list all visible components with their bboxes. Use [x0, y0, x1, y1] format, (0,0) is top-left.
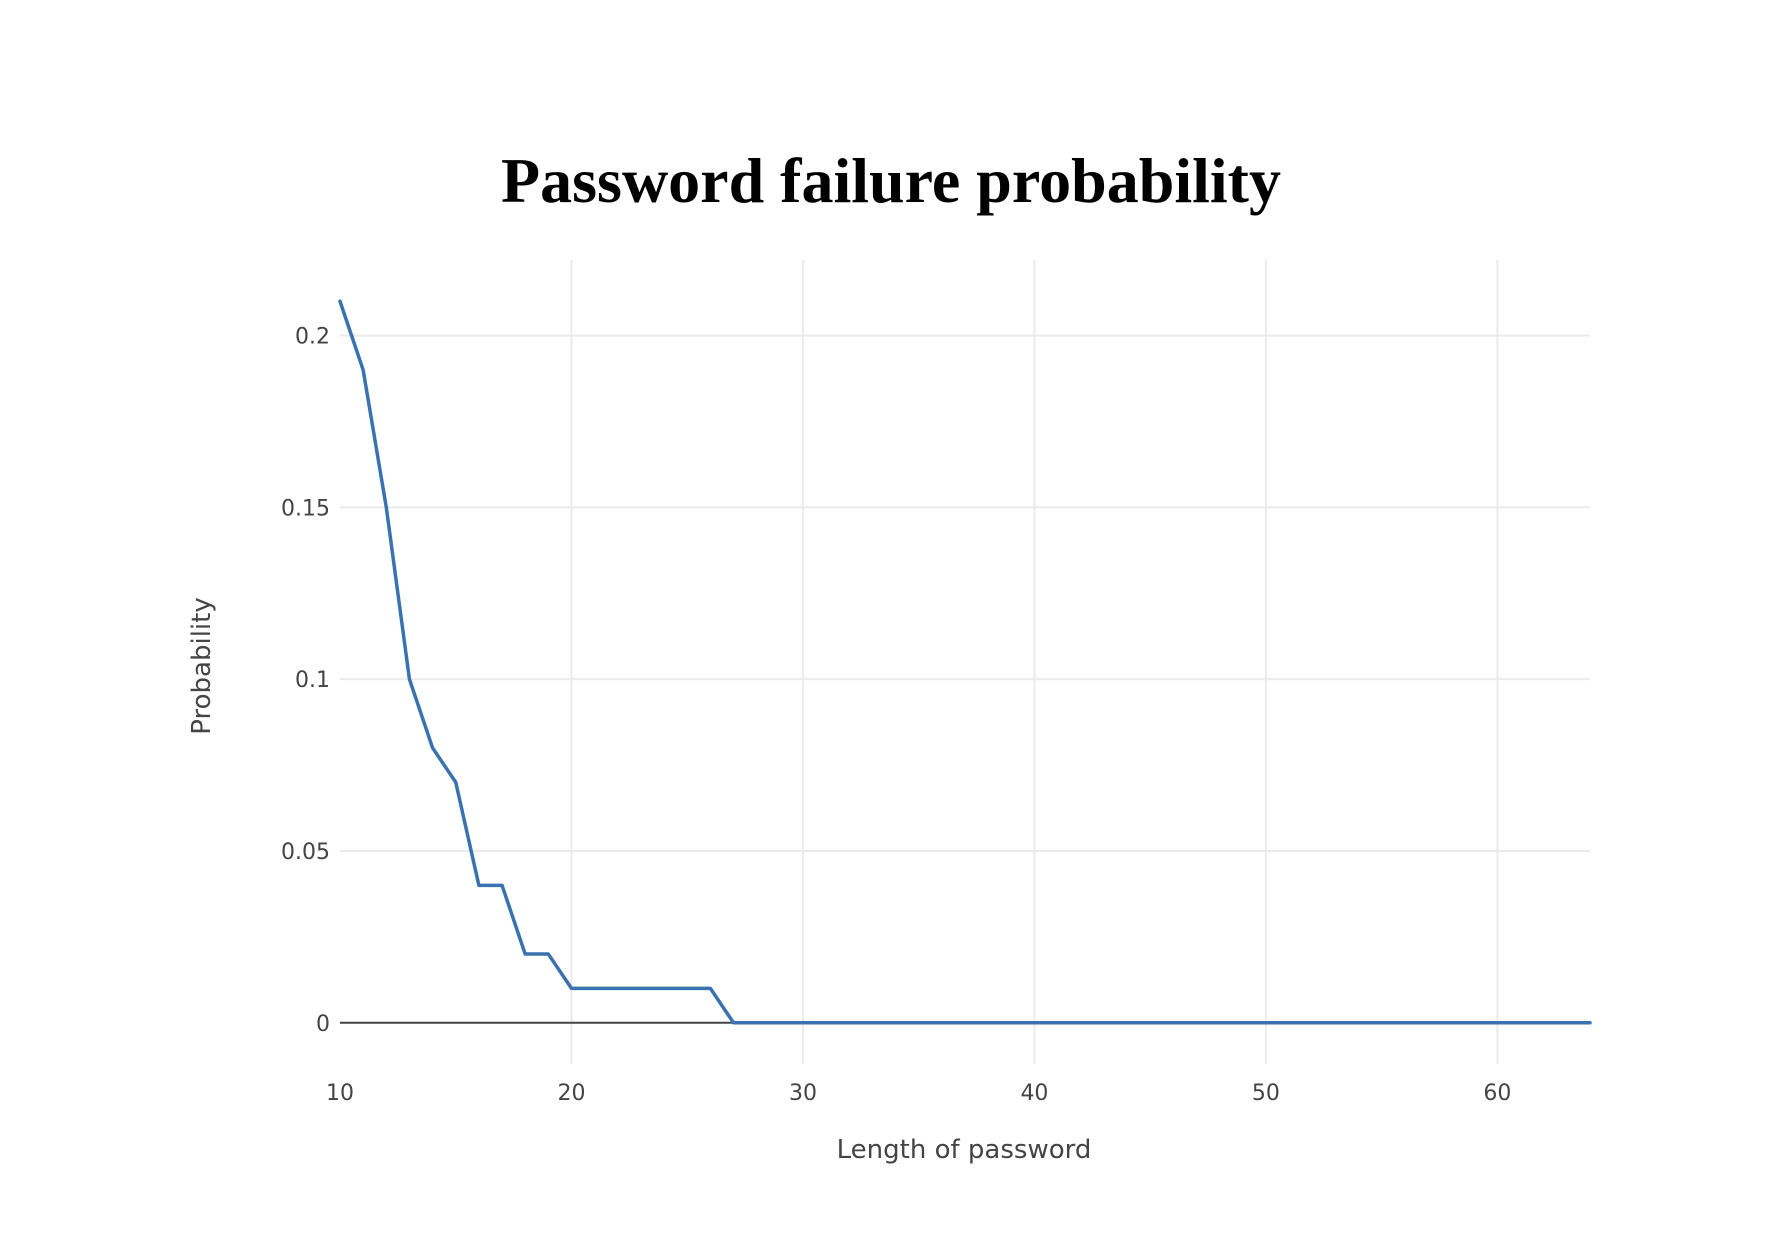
x-tick-label: 40	[1020, 1081, 1048, 1106]
series-layer	[338, 299, 1592, 1025]
y-tick-label: 0.15	[281, 496, 330, 521]
y-axis-ticks: 0 0.05 0.1 0.15 0.2	[281, 325, 330, 1037]
y-tick-label: 0.05	[281, 840, 330, 865]
x-tick-label: 60	[1483, 1081, 1511, 1106]
x-tick-label: 50	[1252, 1081, 1280, 1106]
x-tick-label: 10	[326, 1081, 354, 1106]
x-tick-label: 30	[789, 1081, 817, 1106]
y-tick-label: 0	[316, 1012, 330, 1037]
x-axis-label: Length of password	[837, 1135, 1092, 1165]
y-axis-label: Probability	[187, 597, 217, 734]
y-tick-label: 0.1	[295, 668, 330, 693]
grid	[340, 260, 1590, 1064]
x-tick-label: 20	[557, 1081, 585, 1106]
y-tick-label: 0.2	[295, 325, 330, 350]
series-line	[338, 299, 1592, 1025]
x-axis-ticks: 10 20 30 40 50 60	[326, 1081, 1511, 1106]
chart-title: Password failure probability	[501, 145, 1281, 216]
